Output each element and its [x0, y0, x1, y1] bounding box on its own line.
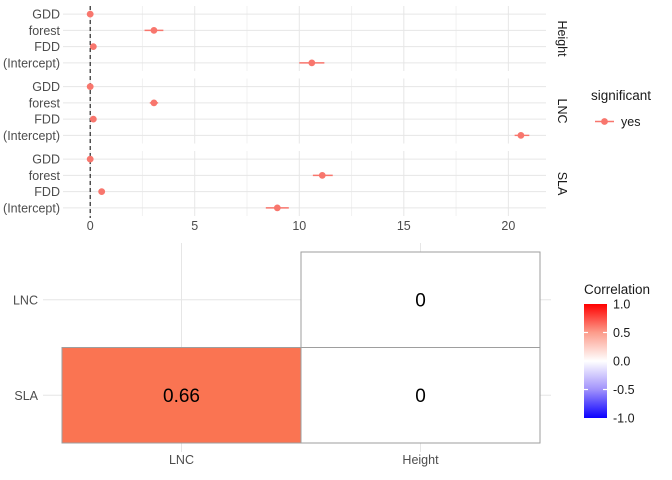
- point-estimate: [98, 188, 106, 196]
- term-label: GDD: [32, 153, 60, 167]
- point-estimate: [150, 99, 158, 107]
- facet-strip-label: LNC: [555, 98, 569, 123]
- term-label: FDD: [34, 185, 60, 199]
- gridlines: [63, 6, 546, 216]
- heatmap-cell: [61, 347, 302, 444]
- pointranges: [86, 6, 530, 218]
- point-estimate: [308, 59, 316, 67]
- point-estimate: [89, 115, 97, 123]
- colorbar-tick-label: 0.5: [613, 326, 630, 340]
- term-label: FDD: [34, 40, 60, 54]
- colorbar-tick-label: 0.0: [613, 355, 630, 369]
- term-label: GDD: [32, 80, 60, 94]
- legend-title: significant: [591, 88, 651, 103]
- x-tick-label: 20: [501, 219, 515, 233]
- term-label: (Intercept): [3, 56, 60, 70]
- legend-item-label: yes: [621, 115, 640, 129]
- colorbar-gradient: [584, 304, 607, 418]
- point-estimate: [86, 83, 94, 91]
- coefficient-plot: GDD forest FDD (Intercept) Height GDD forest FD…: [3, 6, 651, 233]
- point-estimate: [517, 131, 525, 139]
- x-tick-label: Height: [402, 453, 439, 467]
- heatmap-cells: 0 0.66 0: [61, 251, 541, 444]
- cell-value: 0: [415, 386, 426, 407]
- heatmap-cell: [300, 347, 541, 444]
- point-estimate: [150, 26, 158, 34]
- point-estimate: [86, 10, 94, 18]
- y-tick-label: LNC: [13, 293, 38, 307]
- term-label: (Intercept): [3, 129, 60, 143]
- axis-labels: GDD forest FDD (Intercept) Height GDD forest FD…: [3, 8, 569, 233]
- point-estimate: [318, 171, 326, 179]
- x-tick-label: 15: [397, 219, 411, 233]
- y-tick-label: SLA: [14, 389, 38, 403]
- legend-key-point: [601, 118, 608, 125]
- facet-strip-label: Height: [555, 20, 569, 57]
- term-label: forest: [29, 24, 61, 38]
- term-label: GDD: [32, 8, 60, 22]
- term-label: (Intercept): [3, 201, 60, 215]
- colorbar-tick-label: -1.0: [613, 412, 635, 426]
- axis-labels: LNC SLA LNC Height: [13, 293, 439, 467]
- term-label: FDD: [34, 113, 60, 127]
- x-tick-label: 0: [87, 219, 94, 233]
- point-estimate: [86, 155, 94, 163]
- colorbar-tick-label: 1.0: [613, 298, 630, 312]
- colorbar-title: Correlation: [584, 282, 650, 297]
- point-estimate: [89, 43, 97, 51]
- x-tick-label: LNC: [169, 453, 194, 467]
- colorbar-tick-label: -0.5: [613, 383, 635, 397]
- heatmap-cell: [300, 251, 541, 348]
- facet-strip-label: SLA: [555, 172, 569, 196]
- term-label: forest: [29, 169, 61, 183]
- x-tick-label: 10: [292, 219, 306, 233]
- cell-value: 0.66: [163, 386, 200, 407]
- significant-legend: significant yes: [591, 88, 651, 129]
- point-estimate: [273, 204, 281, 212]
- term-label: forest: [29, 96, 61, 110]
- cell-value: 0: [415, 290, 426, 311]
- x-tick-label: 5: [191, 219, 198, 233]
